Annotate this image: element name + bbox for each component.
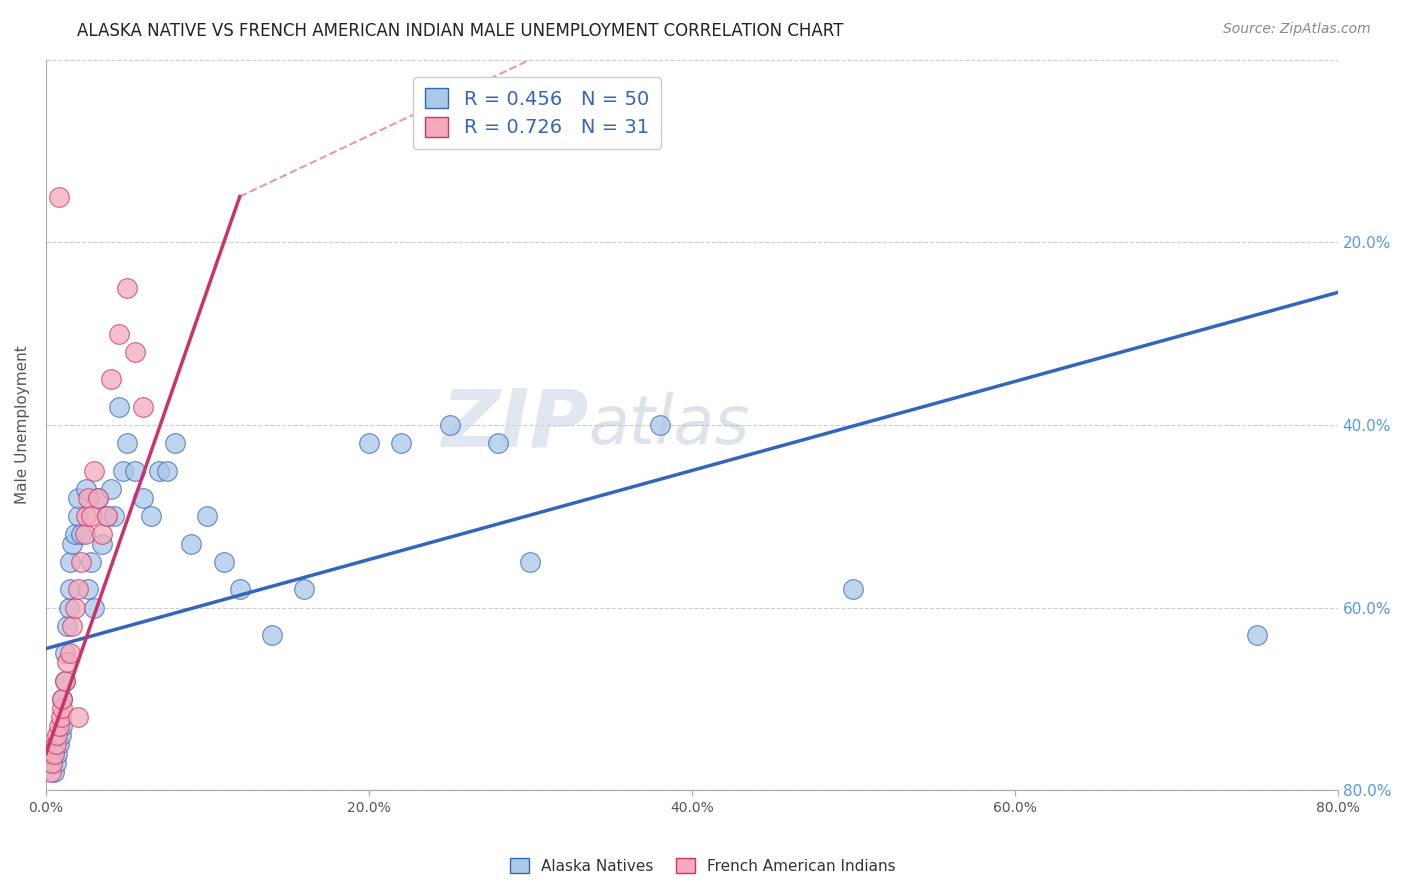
Text: atlas: atlas xyxy=(589,392,749,458)
Point xyxy=(59,555,82,569)
Point xyxy=(389,436,412,450)
Point xyxy=(73,527,96,541)
Point xyxy=(86,491,108,505)
Point xyxy=(1246,628,1268,642)
Point xyxy=(60,536,83,550)
Y-axis label: Male Unemployment: Male Unemployment xyxy=(15,345,30,504)
Point xyxy=(42,747,65,761)
Point xyxy=(148,464,170,478)
Point xyxy=(80,509,103,524)
Point xyxy=(519,555,541,569)
Point xyxy=(180,536,202,550)
Point xyxy=(439,417,461,432)
Point xyxy=(51,691,73,706)
Point xyxy=(56,619,79,633)
Point xyxy=(132,491,155,505)
Point xyxy=(132,400,155,414)
Point xyxy=(165,436,187,450)
Point xyxy=(56,655,79,669)
Text: Source: ZipAtlas.com: Source: ZipAtlas.com xyxy=(1223,22,1371,37)
Point xyxy=(75,509,97,524)
Point xyxy=(53,673,76,688)
Point xyxy=(115,281,138,295)
Point xyxy=(42,764,65,779)
Point xyxy=(58,600,80,615)
Point xyxy=(100,482,122,496)
Point xyxy=(156,464,179,478)
Point xyxy=(48,738,70,752)
Point xyxy=(96,509,118,524)
Point xyxy=(75,482,97,496)
Point xyxy=(51,719,73,733)
Point xyxy=(91,527,114,541)
Point xyxy=(357,436,380,450)
Point xyxy=(51,691,73,706)
Point xyxy=(48,719,70,733)
Point xyxy=(139,509,162,524)
Point xyxy=(46,747,69,761)
Point xyxy=(49,728,72,742)
Point xyxy=(51,701,73,715)
Point xyxy=(67,491,90,505)
Point xyxy=(77,491,100,505)
Point xyxy=(648,417,671,432)
Legend: Alaska Natives, French American Indians: Alaska Natives, French American Indians xyxy=(505,852,901,880)
Point xyxy=(53,673,76,688)
Point xyxy=(292,582,315,597)
Point xyxy=(96,509,118,524)
Point xyxy=(63,600,86,615)
Point xyxy=(83,464,105,478)
Point xyxy=(70,527,93,541)
Point xyxy=(842,582,865,597)
Point xyxy=(80,555,103,569)
Point xyxy=(46,728,69,742)
Point xyxy=(107,400,129,414)
Point xyxy=(67,710,90,724)
Point xyxy=(100,372,122,386)
Point xyxy=(59,646,82,660)
Text: ZIP: ZIP xyxy=(441,386,589,464)
Point xyxy=(59,582,82,597)
Point xyxy=(197,509,219,524)
Point xyxy=(486,436,509,450)
Point xyxy=(124,344,146,359)
Point xyxy=(53,646,76,660)
Point xyxy=(60,619,83,633)
Point xyxy=(77,582,100,597)
Point xyxy=(48,189,70,203)
Point xyxy=(86,491,108,505)
Point xyxy=(91,536,114,550)
Point xyxy=(124,464,146,478)
Point xyxy=(112,464,135,478)
Point xyxy=(41,756,63,770)
Point xyxy=(39,764,62,779)
Point xyxy=(115,436,138,450)
Point xyxy=(45,738,67,752)
Point xyxy=(212,555,235,569)
Point xyxy=(83,600,105,615)
Point xyxy=(103,509,125,524)
Point xyxy=(45,756,67,770)
Point xyxy=(67,509,90,524)
Legend: R = 0.456   N = 50, R = 0.726   N = 31: R = 0.456 N = 50, R = 0.726 N = 31 xyxy=(413,77,661,149)
Point xyxy=(260,628,283,642)
Point xyxy=(49,710,72,724)
Point xyxy=(107,326,129,341)
Point xyxy=(70,555,93,569)
Point xyxy=(67,582,90,597)
Point xyxy=(63,527,86,541)
Text: ALASKA NATIVE VS FRENCH AMERICAN INDIAN MALE UNEMPLOYMENT CORRELATION CHART: ALASKA NATIVE VS FRENCH AMERICAN INDIAN … xyxy=(77,22,844,40)
Point xyxy=(228,582,250,597)
